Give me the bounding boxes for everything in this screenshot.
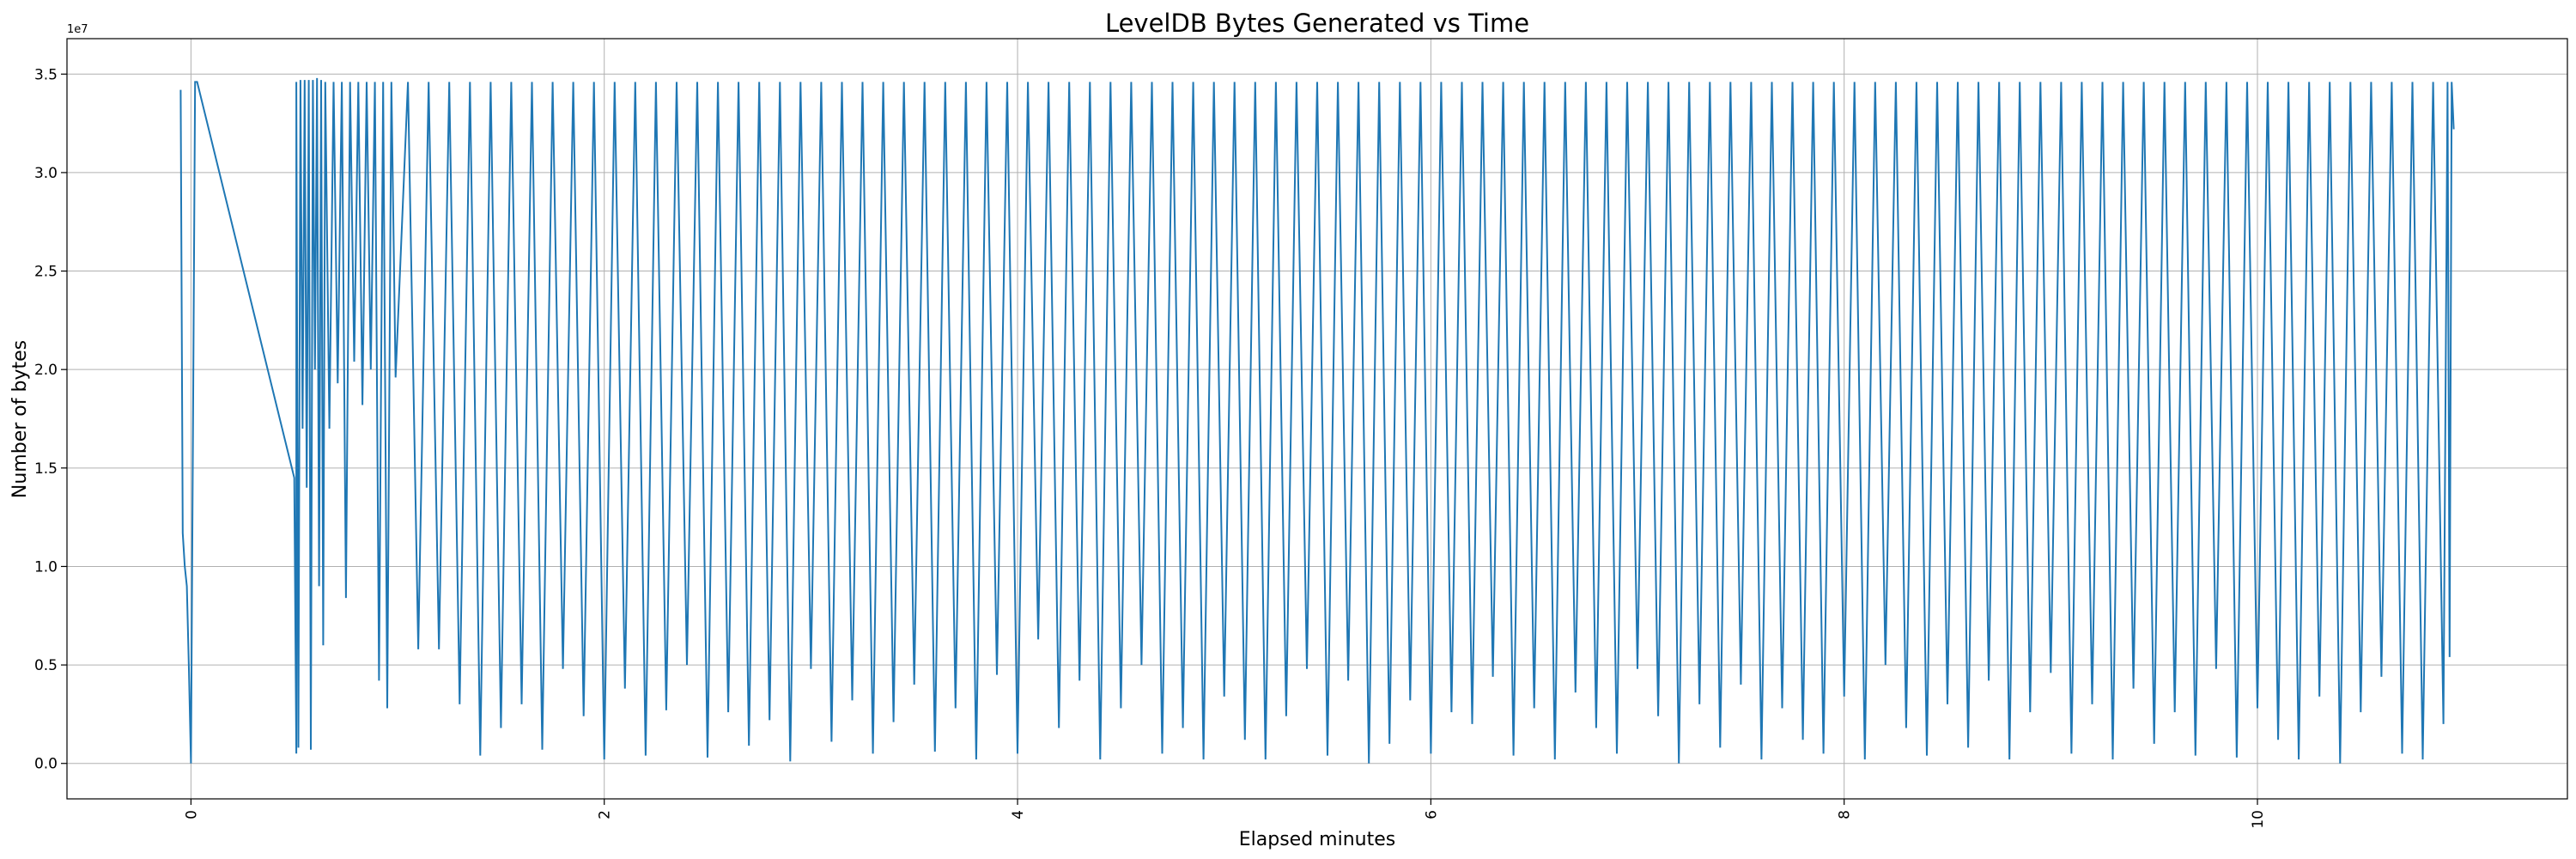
y-axis-ticks: 0.0 0.5 1.0 1.5 2.0 2.5 3.0 3.5: [34, 66, 67, 773]
x-tick-label: 8: [1837, 810, 1854, 819]
x-tick-label: 4: [1010, 810, 1027, 819]
x-tick-label: 6: [1423, 810, 1440, 819]
x-axis-label: Elapsed minutes: [1239, 829, 1395, 850]
axes-frame: [66, 38, 2568, 800]
series-line-bytes: [179, 77, 2455, 764]
y-tick-label: 1.5: [34, 460, 58, 478]
y-tick-label: 3.0: [34, 165, 58, 182]
y-tick-label: 2.0: [34, 362, 58, 379]
x-axis-ticks: 0 2 4 6 8 10: [183, 799, 2267, 829]
chart-title: LevelDB Bytes Generated vs Time: [1105, 9, 1529, 38]
y-axis-label: Number of bytes: [9, 340, 31, 498]
x-tick-label: 2: [597, 810, 614, 819]
x-tick-label: 0: [183, 810, 200, 819]
y-tick-label: 0.5: [34, 657, 58, 674]
x-tick-label: 10: [2250, 810, 2267, 829]
y-tick-label: 3.5: [34, 66, 58, 83]
y-tick-label: 0.0: [34, 756, 58, 773]
y-tick-label: 1.0: [34, 558, 58, 576]
grid-lines: [67, 39, 2567, 799]
y-axis-offset-label: 1e7: [67, 23, 88, 36]
y-tick-label: 2.5: [34, 264, 58, 281]
